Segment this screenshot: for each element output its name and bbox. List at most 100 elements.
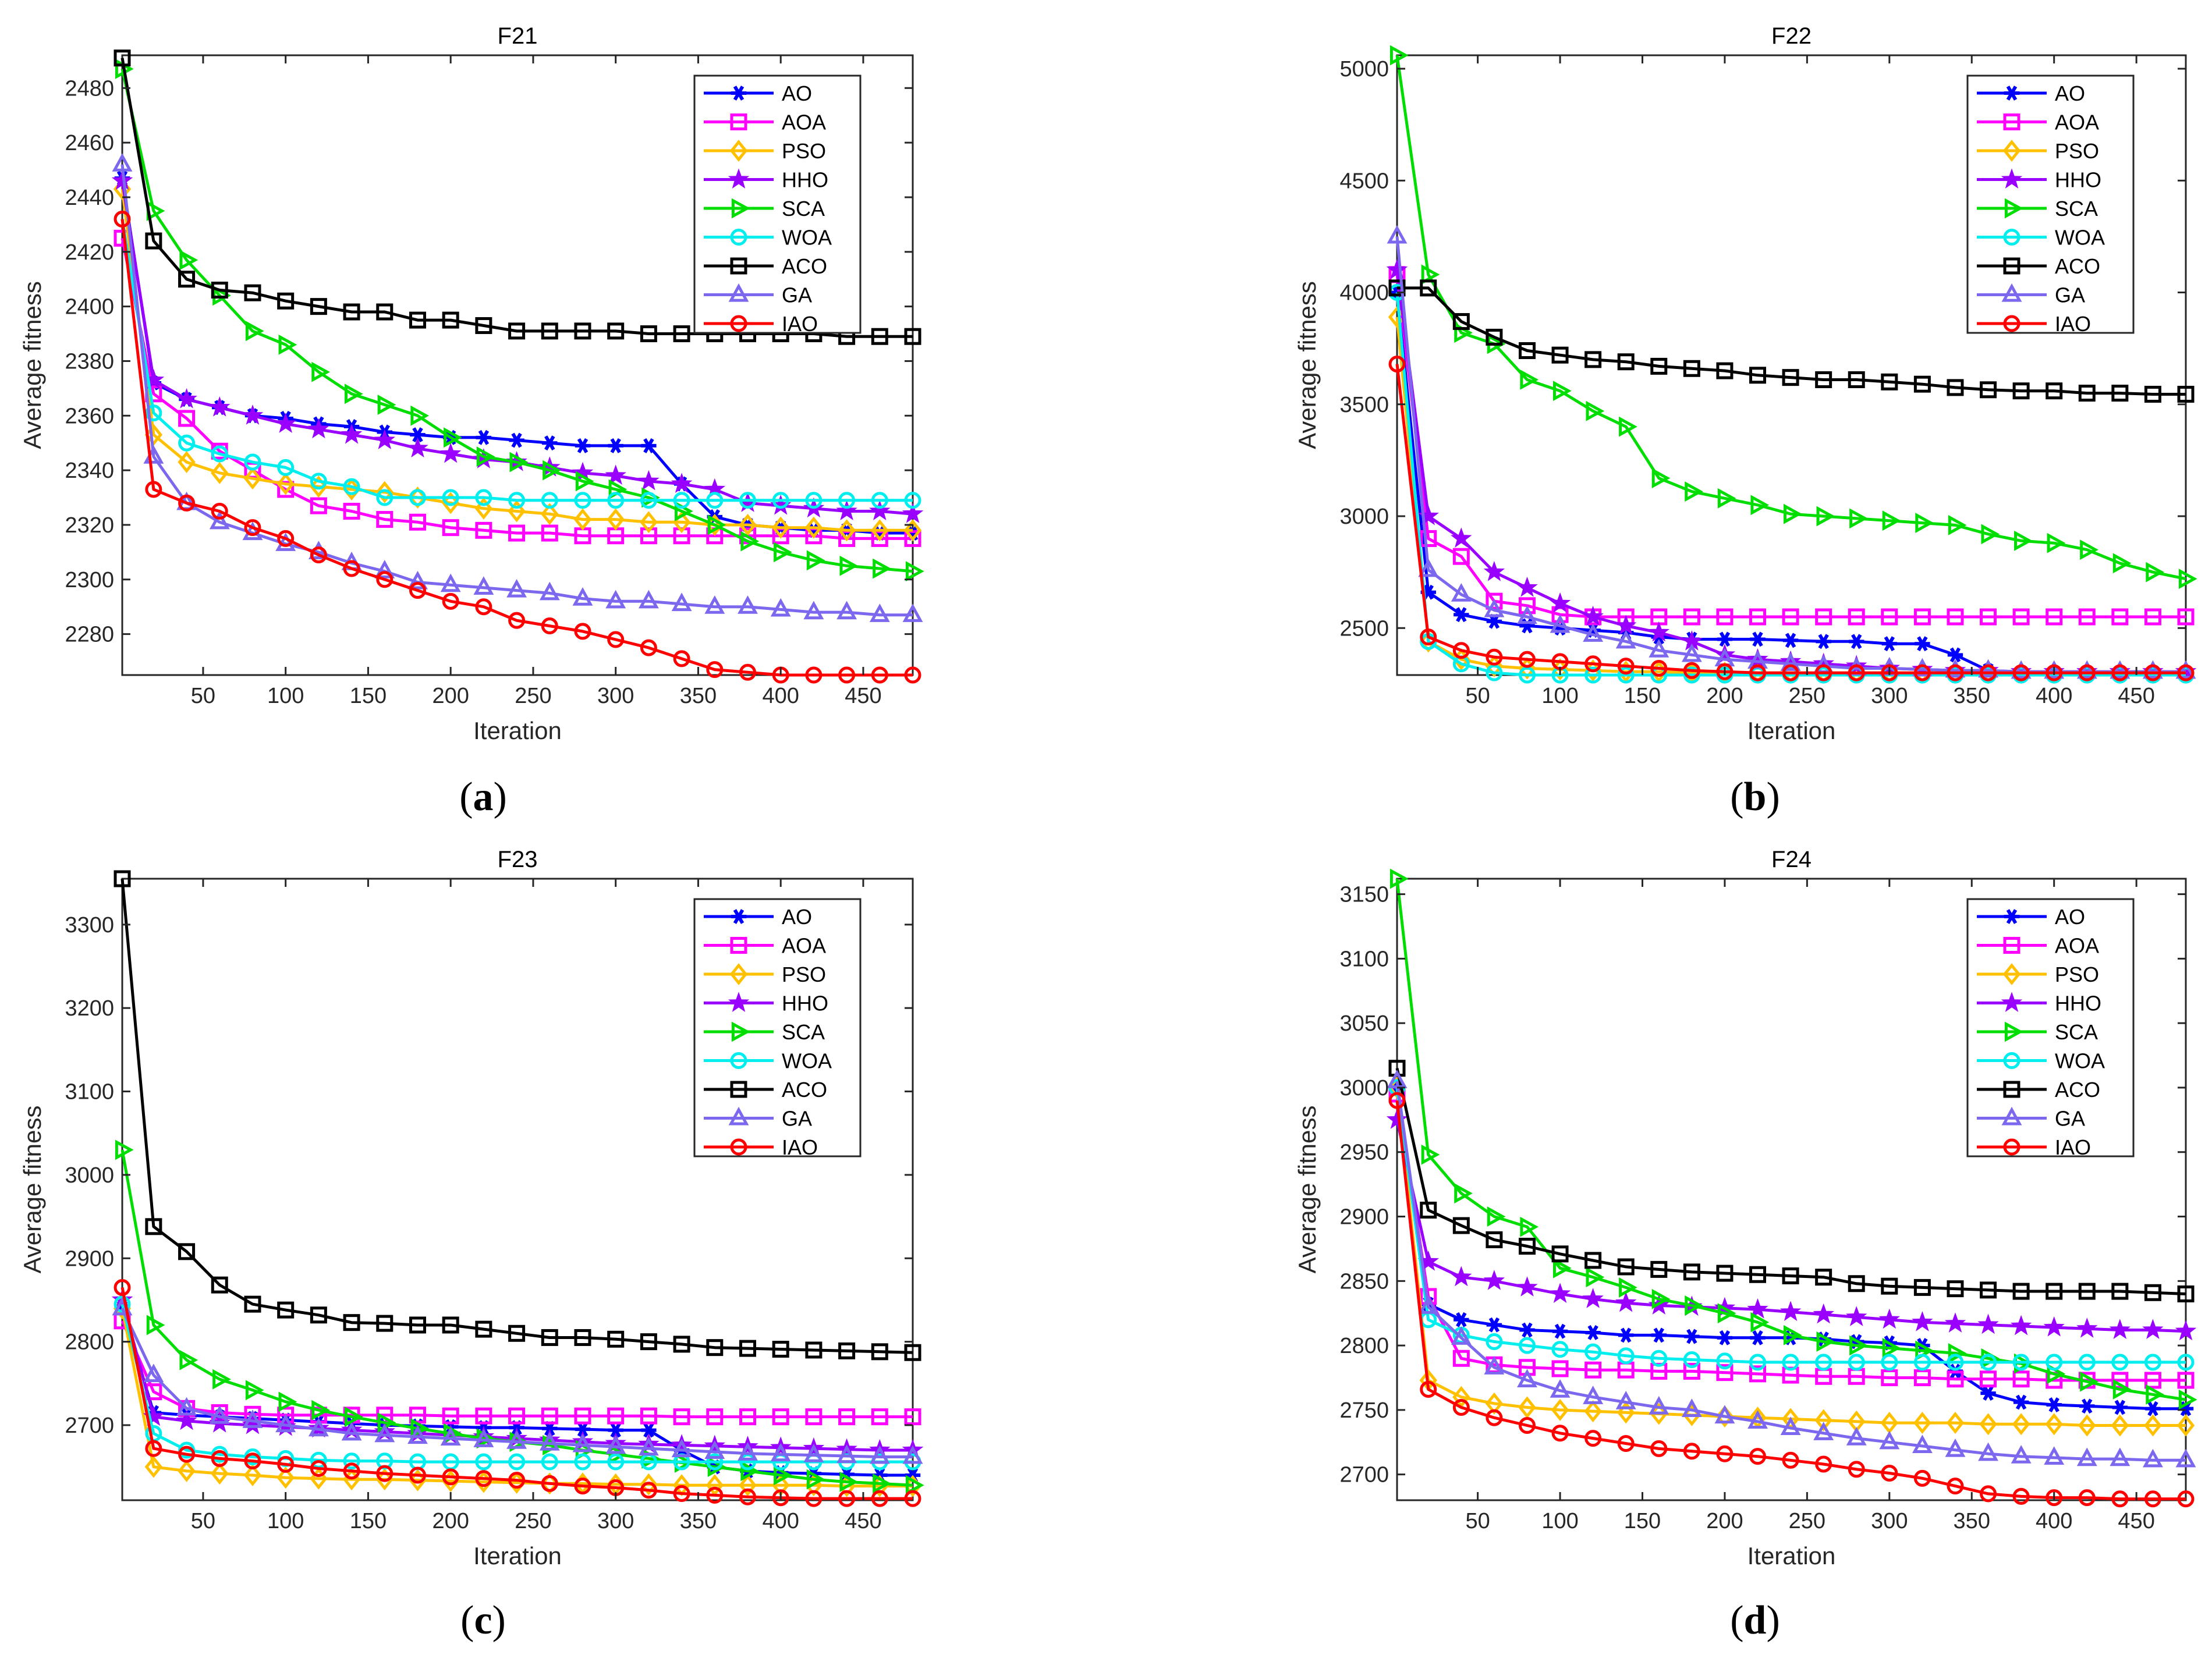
data-point <box>673 1336 690 1353</box>
data-point <box>605 1435 626 1454</box>
data-point <box>1815 1455 1832 1473</box>
data-point <box>1617 658 1635 675</box>
series-line-sca <box>120 68 913 573</box>
data-point <box>1451 583 1472 602</box>
series-line-woa <box>120 1304 913 1464</box>
legend-entry-ga: GA <box>704 1107 812 1131</box>
data-point <box>1849 634 1864 649</box>
legend-box <box>693 898 862 1157</box>
y-tick-label: 3100 <box>65 1080 114 1105</box>
data-point <box>575 1422 591 1437</box>
data-point <box>178 271 196 288</box>
data-point <box>277 459 295 476</box>
data-point <box>2078 1489 2096 1507</box>
data-point <box>442 311 459 329</box>
data-point <box>871 1343 888 1361</box>
data-point <box>2110 1447 2131 1466</box>
data-point <box>376 511 394 528</box>
legend-label: HHO <box>2055 168 2101 192</box>
data-point <box>1549 1283 1571 1304</box>
data-point <box>1649 1395 1669 1415</box>
data-point <box>1780 652 1801 671</box>
data-point <box>1881 1369 1898 1387</box>
data-point <box>209 1405 230 1424</box>
data-point <box>2146 1384 2165 1405</box>
data-point <box>1451 1266 1472 1287</box>
y-tick-label: 2800 <box>1339 1334 1389 1358</box>
data-point <box>2112 553 2132 574</box>
data-point <box>311 361 330 382</box>
x-tick-label: 200 <box>432 684 469 708</box>
data-point <box>310 298 327 315</box>
data-point <box>409 1466 426 1484</box>
data-point <box>1716 362 1734 379</box>
x-tick-label: 50 <box>1465 684 1490 708</box>
data-point <box>2014 530 2033 551</box>
data-point <box>836 1444 857 1464</box>
data-point <box>1848 1275 1865 1292</box>
data-point <box>475 1320 492 1338</box>
data-point <box>343 1314 360 1331</box>
data-point <box>1454 607 1469 623</box>
data-point <box>1550 614 1571 633</box>
data-point <box>475 598 492 616</box>
data-point <box>2109 1319 2131 1340</box>
panel-label-b: (b) <box>1730 775 1780 819</box>
x-tick-label: 300 <box>1871 1509 1908 1533</box>
data-point <box>243 1464 262 1486</box>
data-point <box>1980 381 1997 399</box>
data-point <box>245 321 264 342</box>
legend-label: HHO <box>782 992 828 1015</box>
data-point <box>144 1455 163 1478</box>
legend-label: ACO <box>782 254 827 278</box>
data-point <box>1617 1258 1635 1276</box>
data-point <box>1978 1442 1998 1461</box>
x-tick-label: 400 <box>2036 684 2072 708</box>
data-point <box>1519 1322 1535 1338</box>
data-point <box>407 1425 428 1444</box>
data-point <box>1980 608 1997 626</box>
data-point <box>905 1475 924 1496</box>
data-point <box>475 521 492 539</box>
data-point <box>1485 1392 1504 1415</box>
x-axis-label: Iteration <box>1747 717 1836 744</box>
series-line-sca <box>1395 55 2186 581</box>
legend-label: GA <box>2055 283 2085 307</box>
x-tick-label: 450 <box>2118 1509 2154 1533</box>
series-ga <box>112 153 923 622</box>
data-point <box>838 519 856 542</box>
data-point <box>410 405 430 426</box>
data-point <box>539 1432 560 1451</box>
series-aoa <box>1388 1085 2195 1389</box>
data-point <box>1980 1354 1997 1371</box>
panel-label-a: (a) <box>459 775 507 819</box>
data-point <box>442 1468 459 1486</box>
data-point <box>2175 1320 2197 1341</box>
data-point <box>178 1446 196 1463</box>
data-point <box>1816 1331 1835 1352</box>
data-point <box>1685 481 1703 502</box>
data-point <box>1878 1308 1901 1329</box>
data-point <box>1782 633 1799 648</box>
x-tick-label: 300 <box>1871 684 1908 708</box>
data-point <box>1815 371 1832 388</box>
data-point <box>902 603 923 622</box>
data-point <box>1714 1405 1735 1424</box>
data-point <box>1454 1312 1469 1327</box>
data-point <box>310 1306 327 1324</box>
data-point <box>509 452 529 473</box>
data-point <box>1452 1398 1470 1416</box>
data-point <box>1750 495 1770 516</box>
data-point <box>805 1408 823 1426</box>
data-point <box>704 1440 725 1459</box>
data-point <box>211 445 228 463</box>
x-axis-label: Iteration <box>473 1542 562 1569</box>
data-point <box>871 492 888 509</box>
data-point <box>2080 1371 2098 1392</box>
data-point <box>838 666 856 684</box>
data-point <box>1815 608 1832 626</box>
data-point <box>873 1473 891 1494</box>
data-point <box>1550 1379 1571 1398</box>
y-tick-label: 2340 <box>65 459 114 483</box>
data-point <box>706 492 724 509</box>
